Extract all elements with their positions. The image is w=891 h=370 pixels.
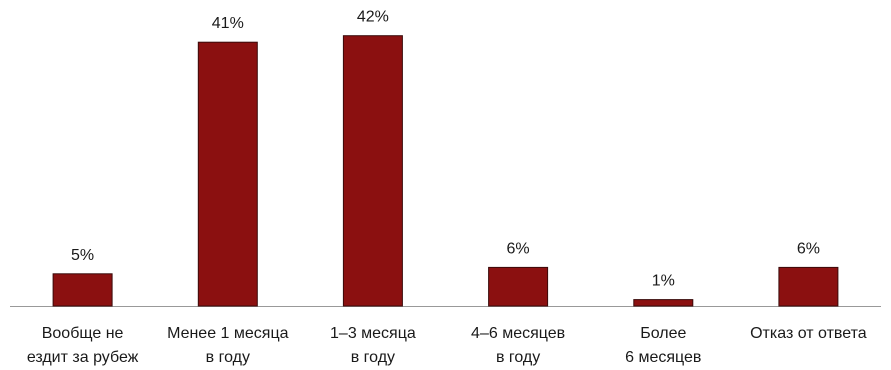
category-label-line: 4–6 месяцев	[471, 325, 565, 342]
bar-5	[778, 266, 839, 307]
value-label-4: 1%	[652, 273, 675, 290]
value-label-0: 5%	[71, 247, 94, 264]
bar-3	[488, 266, 549, 307]
category-label-line: ездит за рубеж	[27, 349, 139, 366]
category-label-line: Более	[640, 325, 686, 342]
bar-1	[197, 41, 258, 307]
category-label-line: в году	[496, 349, 540, 366]
category-label-line: в году	[206, 349, 250, 366]
category-label-3: 4–6 месяцев в году	[471, 325, 565, 366]
value-labels-group: 5% 41% 42% 6% 1% 6%	[71, 9, 820, 290]
value-label-1: 41%	[212, 15, 244, 32]
bars-group	[52, 35, 839, 307]
category-label-line: Отказ от ответа	[750, 325, 867, 342]
category-label-4: Более 6 месяцев	[625, 325, 701, 366]
category-label-line: в году	[351, 349, 395, 366]
value-label-2: 42%	[357, 9, 389, 26]
value-label-5: 6%	[797, 240, 820, 257]
category-label-line: Вообще не	[42, 325, 124, 342]
category-label-line: Менее 1 месяца	[167, 325, 289, 342]
bar-2	[342, 35, 403, 307]
bar-0	[52, 273, 113, 307]
category-label-line: 1–3 месяца	[330, 325, 416, 342]
category-label-2: 1–3 месяца в году	[330, 325, 416, 366]
category-labels-group: Вообще не ездит за рубеж Менее 1 месяца в г…	[27, 325, 867, 366]
bar-4	[633, 299, 694, 307]
value-label-3: 6%	[507, 240, 530, 257]
category-label-1: Менее 1 месяца в году	[167, 325, 289, 366]
category-label-line: 6 месяцев	[625, 349, 701, 366]
category-label-5: Отказ от ответа	[750, 325, 867, 342]
category-label-0: Вообще не ездит за рубеж	[27, 325, 139, 366]
